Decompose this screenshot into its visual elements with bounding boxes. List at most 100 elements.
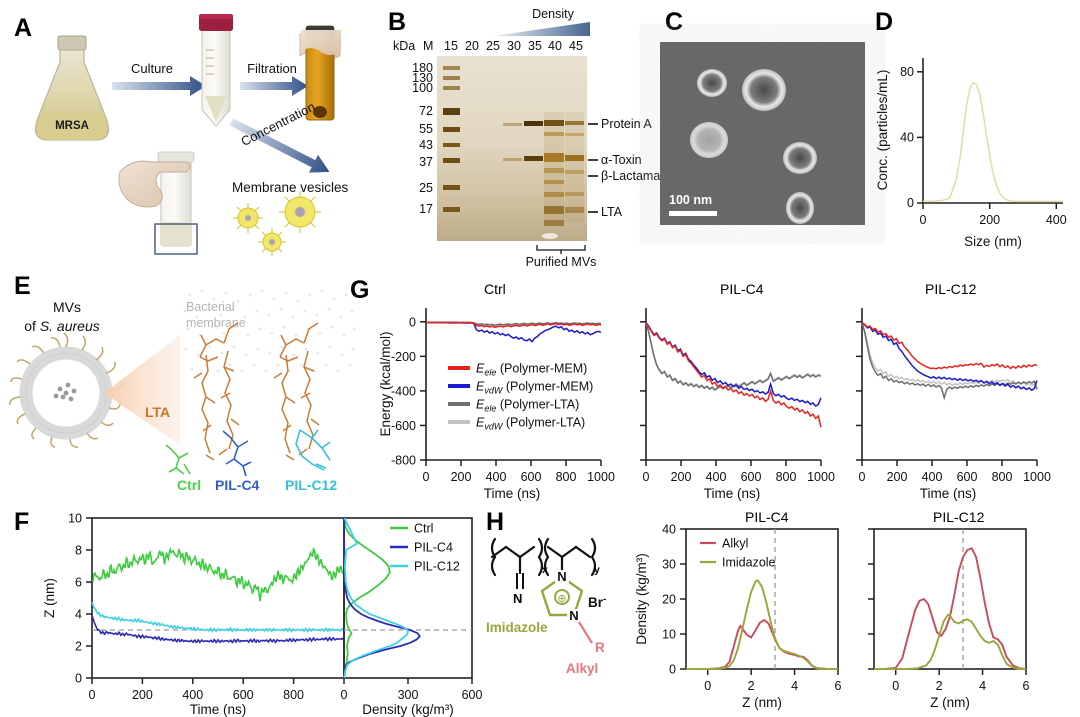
svg-text:MRSA: MRSA: [55, 120, 89, 132]
marker-label: M: [423, 39, 433, 53]
f-series-line: [91, 546, 345, 602]
g1-ylabel: Energy (kcal/mol): [378, 331, 393, 436]
svg-text:0: 0: [341, 688, 348, 702]
f-series-line: [91, 615, 345, 644]
h-ring-n-bottom: N: [569, 608, 578, 623]
g-series-line: [861, 322, 1038, 388]
svg-text:1000: 1000: [587, 470, 615, 484]
svg-text:0: 0: [89, 688, 96, 702]
svg-text:8: 8: [75, 544, 82, 558]
svg-text:0: 0: [423, 470, 430, 484]
g-series-line: [645, 322, 822, 408]
vesicle-icons: [233, 191, 321, 256]
label-membrane-vesicles: Membrane vesicles: [232, 180, 349, 195]
svg-text:20: 20: [465, 39, 479, 53]
f-ylabel: Z (nm): [42, 578, 57, 618]
d-size-distribution-curve: [923, 81, 1063, 203]
svg-text:400: 400: [486, 470, 507, 484]
svg-text:43: 43: [419, 138, 433, 152]
panel-b-gel: Density kDa M 15 20 25 30 35 40 45: [393, 7, 674, 269]
h1-legend: Alkyl Imidazole: [700, 537, 776, 570]
panel-a-diagram: MRSA Culture Filtration: [35, 14, 349, 256]
h-density-line: [874, 547, 1027, 670]
svg-text:600: 600: [741, 470, 762, 484]
svg-text:10: 10: [662, 628, 676, 642]
svg-text:0: 0: [704, 679, 711, 693]
g2-xlabel: Time (ns): [704, 486, 761, 501]
h-r-group: R: [595, 640, 605, 655]
panel-label-h: H: [486, 508, 505, 536]
svg-text:25: 25: [419, 181, 433, 195]
g1-xlabel: Time (ns): [484, 486, 541, 501]
h-ring-n-top: N: [557, 569, 566, 584]
svg-text:800: 800: [992, 470, 1013, 484]
svg-text:400: 400: [182, 688, 203, 702]
d-xtick-400: 400: [1046, 213, 1067, 227]
svg-text:LTA: LTA: [601, 205, 623, 219]
band-annotations: Protein A α-Toxin β-Lactamase LTA: [588, 117, 674, 219]
svg-text:300: 300: [398, 688, 419, 702]
svg-text:2: 2: [748, 679, 755, 693]
svg-text:-600: -600: [391, 419, 416, 433]
svg-text:6: 6: [835, 679, 842, 693]
f-legend-label: PIL-C12: [414, 560, 460, 574]
svg-text:800: 800: [776, 470, 797, 484]
kda-label: kDa: [393, 39, 415, 53]
h1-ylabel: Density (kg/m³): [634, 553, 649, 645]
e-polymer-pilc12: [295, 429, 331, 471]
panel-label-a: A: [14, 14, 33, 42]
svg-text:β-Lactamase: β-Lactamase: [601, 169, 674, 183]
ladder-labels: 180 130 100 72 55 43 37 25 17: [412, 61, 433, 216]
svg-text:130: 130: [412, 71, 433, 85]
svg-text:0: 0: [669, 663, 676, 677]
svg-text:10: 10: [68, 512, 82, 526]
arrow-concentration: [229, 118, 330, 173]
svg-text:6: 6: [75, 576, 82, 590]
h-subscript-y: y: [594, 564, 600, 576]
arrow-filtration: Filtration: [240, 61, 308, 96]
g-series-line: [645, 322, 822, 391]
svg-text:600: 600: [233, 688, 254, 702]
density-gradient-wedge: [493, 22, 590, 36]
svg-text:600: 600: [521, 470, 542, 484]
d-ytick-0: 0: [907, 196, 914, 210]
svg-text:800: 800: [556, 470, 577, 484]
g-series-line: [861, 322, 1038, 370]
scalebar-label: 100 nm: [669, 193, 712, 207]
h-legend-label: Imidazole: [722, 556, 776, 570]
h-density-line: [686, 618, 838, 670]
sample-bands: [503, 112, 584, 239]
svg-text:-400: -400: [391, 384, 416, 398]
e-legend-pilc4: PIL-C4: [215, 477, 260, 493]
svg-text:α-Toxin: α-Toxin: [601, 153, 642, 167]
panel-g-ctrl-chart: 0 -200 -400 -600 -800 0 200 400 600 800 1000 Time…: [378, 308, 615, 501]
svg-text:0: 0: [409, 315, 416, 329]
svg-text:55: 55: [419, 122, 433, 136]
svg-text:30: 30: [507, 39, 521, 53]
svg-text:400: 400: [922, 470, 943, 484]
g-title-pilc4: PIL-C4: [720, 281, 764, 297]
panel-label-c: C: [665, 8, 684, 36]
panel-label-g: G: [350, 276, 370, 304]
svg-text:1000: 1000: [1023, 470, 1051, 484]
svg-text:600: 600: [957, 470, 978, 484]
panel-e-diagram: MVs of S. aureus: [9, 289, 356, 493]
panel-c-tem: 100 nm: [660, 42, 865, 225]
ladder-bands: [443, 66, 460, 212]
svg-text:180: 180: [412, 61, 433, 75]
svg-text:4: 4: [979, 679, 986, 693]
svg-text:4: 4: [791, 679, 798, 693]
f-legend-label: PIL-C4: [414, 541, 453, 555]
lane-headers: 15 20 25 30 35 40 45: [444, 39, 583, 53]
tube-final: [118, 151, 198, 255]
h2-xlabel: Z (nm): [930, 695, 970, 710]
svg-text:25: 25: [486, 39, 500, 53]
svg-text:1000: 1000: [807, 470, 835, 484]
svg-text:35: 35: [528, 39, 542, 53]
svg-text:200: 200: [671, 470, 692, 484]
h-legend-label: Alkyl: [722, 537, 748, 551]
panel-h-pilc12-chart: 0 2 4 6 Z (nm): [868, 528, 1030, 710]
h-subscript-x: x: [542, 564, 548, 576]
svg-text:45: 45: [569, 39, 583, 53]
svg-text:Protein A: Protein A: [601, 117, 652, 131]
